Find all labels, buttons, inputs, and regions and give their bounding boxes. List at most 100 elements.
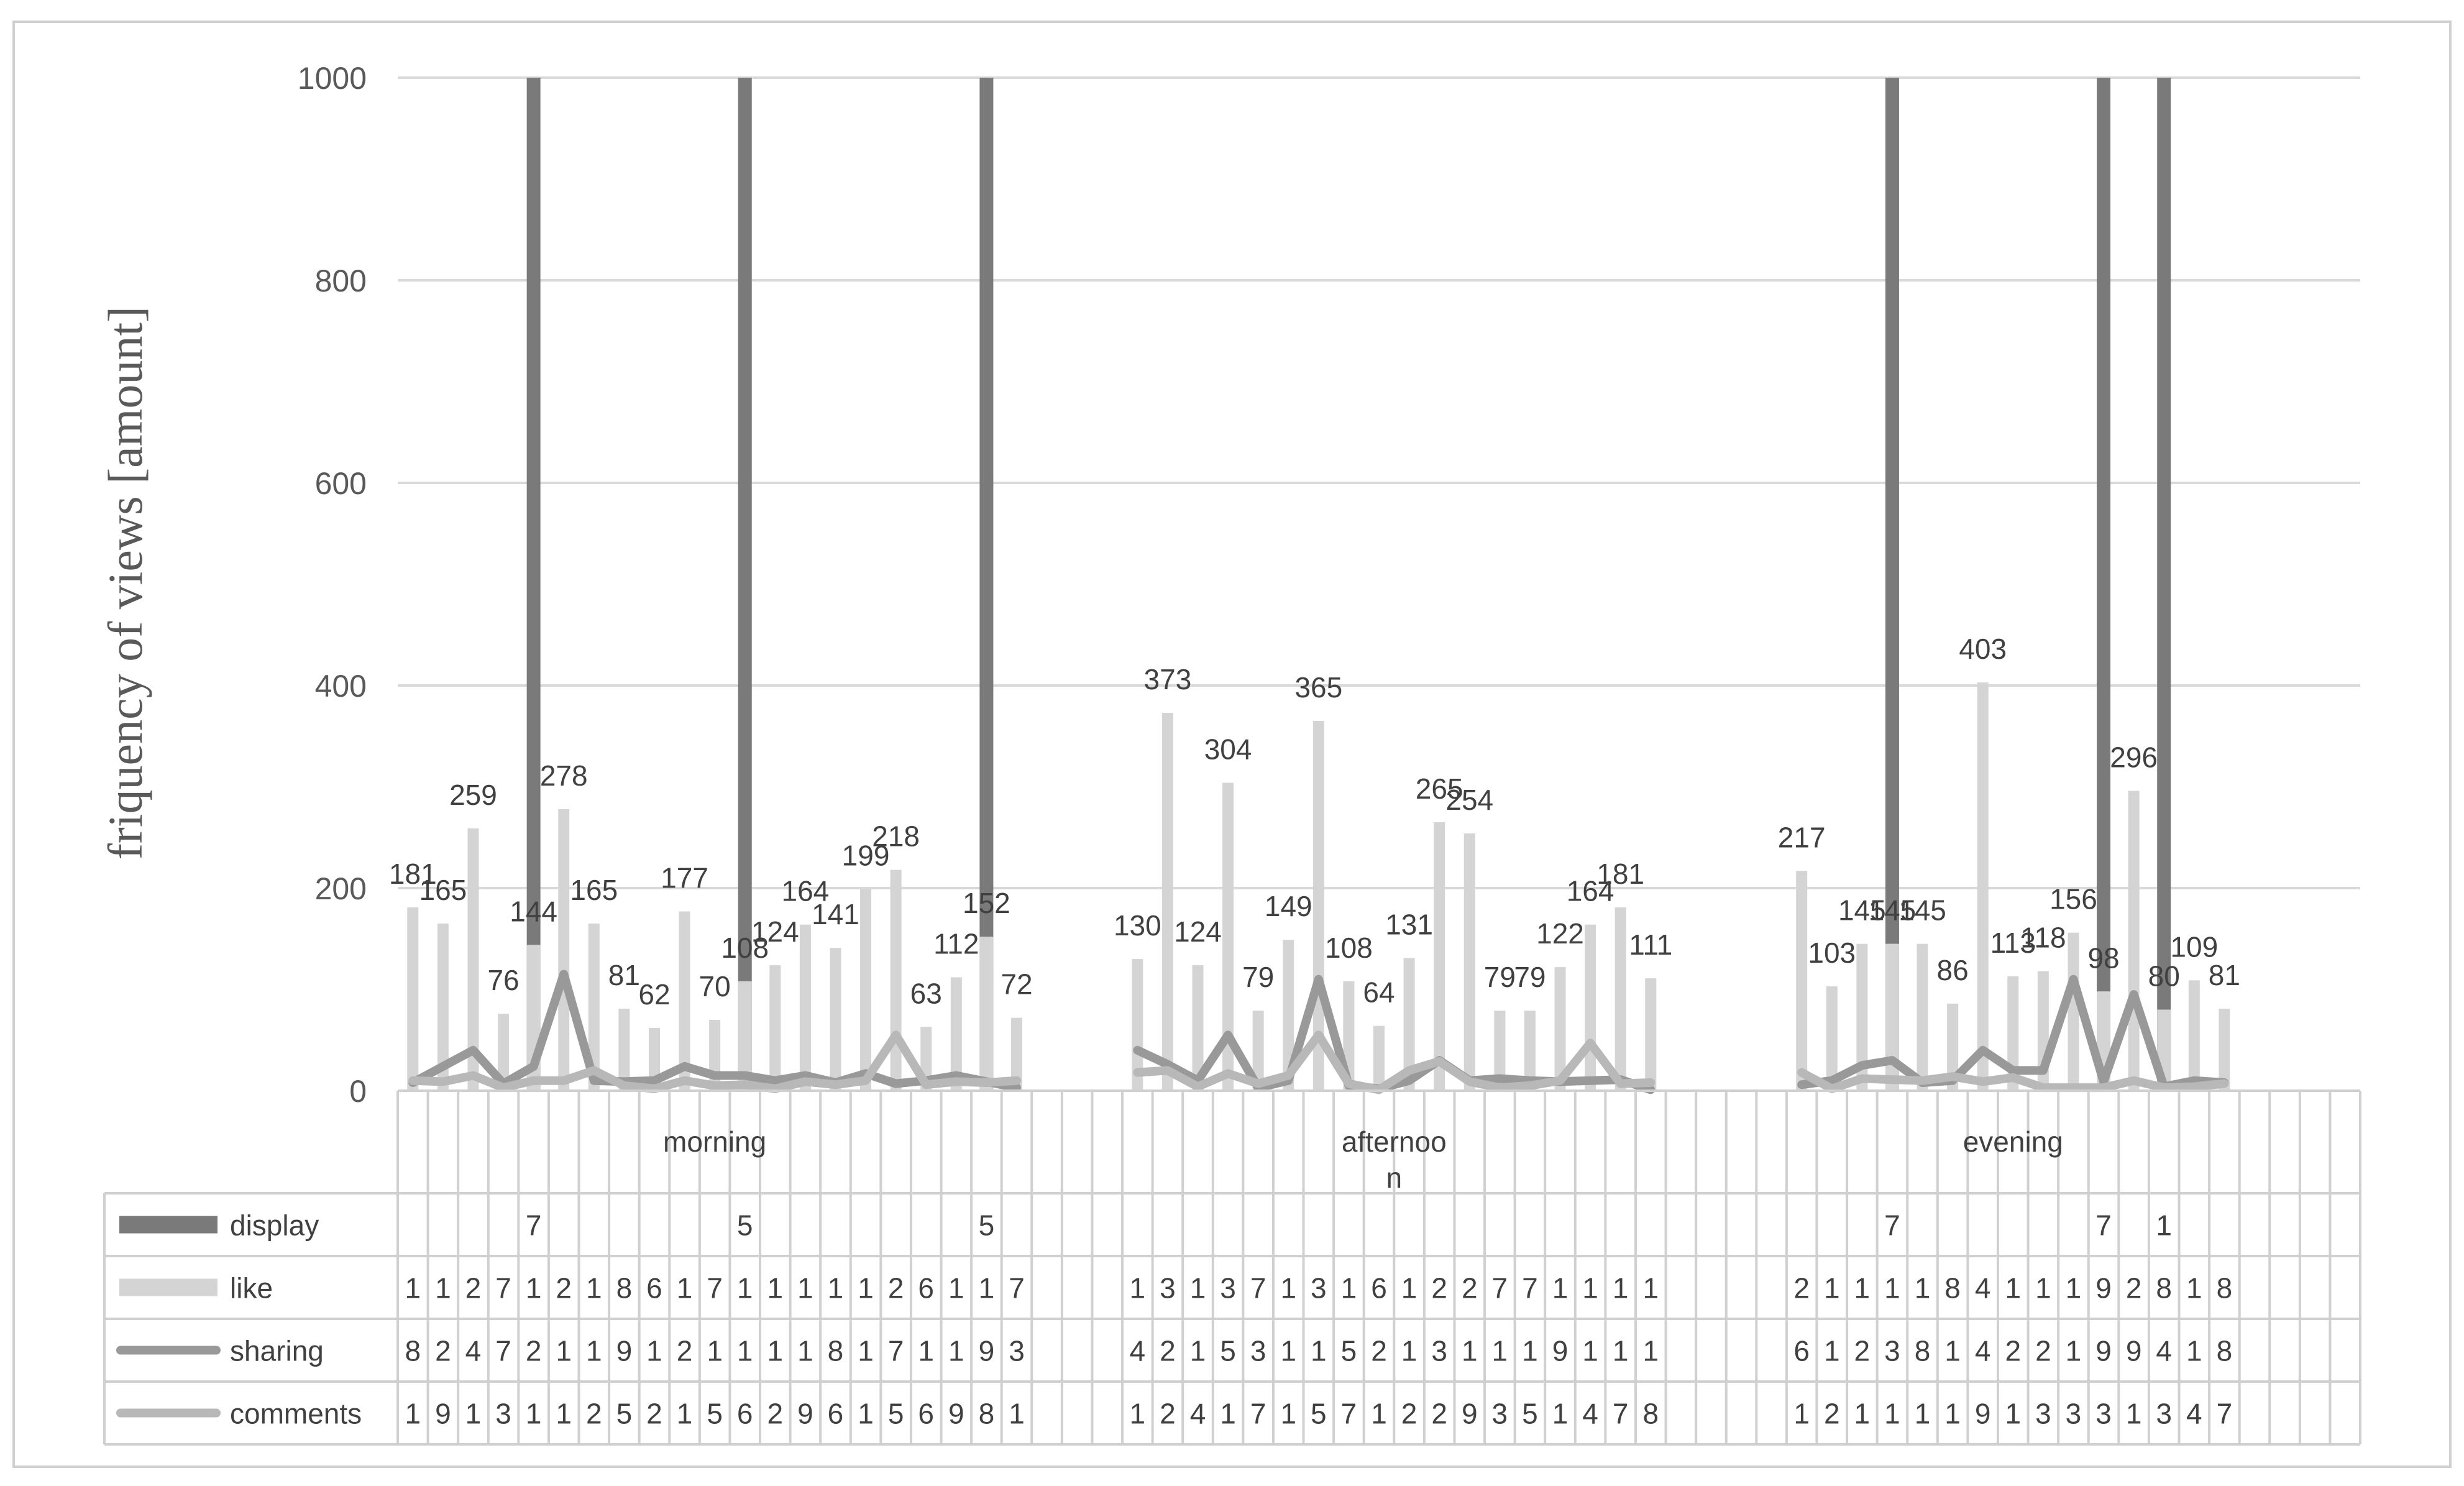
table-cell-sharing-3: 7 [495,1335,511,1367]
bar-like-36 [1494,1011,1506,1091]
data-label-like-17: 63 [910,977,942,1009]
table-cell-comments-51: 1 [1944,1398,1961,1430]
bar-like-28 [1252,1011,1264,1091]
table-cell-like-52: 4 [1975,1272,1991,1305]
table-cell-sharing-17: 1 [918,1335,934,1367]
table-cell-sharing-24: 4 [1130,1335,1146,1367]
data-label-like-52: 403 [1959,633,2007,665]
table-cell-comments-36: 3 [1492,1398,1508,1430]
table-cell-like-27: 3 [1220,1272,1236,1305]
bar-like-59 [2188,980,2200,1091]
bar-like-46 [1796,871,1808,1091]
table-cell-sharing-11: 1 [737,1335,753,1367]
line-comments-segment-2 [1797,1068,2229,1093]
table-cell-like-50: 1 [1915,1272,1931,1305]
y-tick-label-400: 400 [315,669,367,704]
table-cell-comments-8: 2 [646,1398,662,1430]
table-cell-sharing-27: 5 [1220,1335,1236,1367]
table-cell-comments-30: 5 [1311,1398,1327,1430]
bar-like-52 [1977,682,1989,1091]
data-label-like-3: 76 [487,964,519,996]
data-label-like-31: 108 [1325,932,1373,964]
table-cell-comments-47: 2 [1824,1398,1840,1430]
table-cell-comments-9: 1 [677,1398,693,1430]
table-cell-like-41: 1 [1642,1272,1659,1305]
data-label-like-13: 164 [782,875,830,907]
table-cell-comments-56: 3 [2095,1398,2112,1430]
bar-display-58 [2157,78,2171,1091]
table-cell-like-46: 2 [1793,1272,1810,1305]
data-label-like-38: 122 [1536,917,1584,950]
table-cell-comments-48: 1 [1854,1398,1871,1430]
table-cell-sharing-0: 8 [405,1335,421,1367]
table-cell-like-28: 7 [1250,1272,1266,1305]
line-sharing-segment-0 [408,970,1021,1093]
bar-display-56 [2097,78,2111,1091]
data-label-like-2: 259 [449,779,497,811]
data-label-like-57: 296 [2110,741,2158,774]
data-label-like-35: 254 [1445,784,1493,816]
table-cell-comments-26: 4 [1190,1398,1206,1430]
table-cell-like-12: 1 [767,1272,784,1305]
table-cell-sharing-47: 1 [1824,1335,1840,1367]
table-cell-sharing-41: 1 [1642,1335,1659,1367]
table-cell-sharing-52: 4 [1975,1335,1991,1367]
data-label-like-33: 131 [1385,908,1433,940]
table-cell-sharing-58: 4 [2156,1335,2172,1367]
table-cell-sharing-16: 7 [888,1335,904,1367]
table-cell-sharing-37: 1 [1522,1335,1538,1367]
table-cell-display-19: 5 [979,1209,995,1242]
data-label-like-24: 130 [1114,909,1161,942]
data-label-like-25: 373 [1144,663,1192,695]
data-label-like-30: 365 [1294,671,1342,704]
bar-like-overlay-11 [738,981,752,1091]
table-cell-like-26: 1 [1190,1272,1206,1305]
table-cell-like-33: 1 [1401,1272,1417,1305]
table-cell-comments-59: 4 [2186,1398,2202,1430]
data-label-like-48: 145 [1838,894,1886,927]
bar-like-7 [618,1008,630,1091]
table-cell-sharing-54: 2 [2035,1335,2051,1367]
table-cell-comments-38: 1 [1552,1398,1569,1430]
bar-like-13 [799,924,811,1091]
table-cell-sharing-4: 2 [526,1335,542,1367]
data-label-like-46: 217 [1778,821,1826,853]
bar-like-51 [1947,1003,1959,1091]
bar-like-6 [588,924,600,1091]
table-cell-display-11: 5 [737,1209,753,1242]
table-cell-comments-13: 9 [797,1398,813,1430]
legend-key-like [119,1278,218,1296]
category-label-1-line-0: afternoo [1342,1126,1447,1158]
table-cell-sharing-31: 5 [1341,1335,1357,1367]
bar-like-3 [498,1014,510,1091]
table-cell-sharing-50: 8 [1915,1335,1931,1367]
table-cell-comments-3: 3 [495,1398,511,1430]
table-cell-like-59: 1 [2186,1272,2202,1305]
data-label-like-10: 70 [699,970,731,1002]
bar-like-48 [1856,943,1868,1091]
table-cell-like-15: 1 [858,1272,874,1305]
bar-like-34 [1434,822,1445,1091]
table-cell-like-14: 1 [828,1272,844,1305]
data-label-like-11: 108 [721,932,769,964]
table-cell-like-56: 9 [2095,1272,2112,1305]
y-tick-labels: 0 200 400 600 800 1000 [298,61,367,1109]
table-cell-like-36: 7 [1492,1272,1508,1305]
table-cell-sharing-60: 8 [2217,1335,2233,1367]
table-cell-like-40: 1 [1613,1272,1629,1305]
table-cell-comments-5: 1 [556,1398,572,1430]
table-cell-sharing-13: 1 [797,1335,813,1367]
table-cell-sharing-56: 9 [2095,1335,2112,1367]
table-cell-like-53: 1 [2005,1272,2021,1305]
data-label-like-27: 304 [1204,733,1252,765]
data-label-like-20: 72 [1001,968,1032,1001]
table-cell-like-7: 8 [616,1272,633,1305]
table-cell-comments-19: 8 [979,1398,995,1430]
table-cell-like-16: 2 [888,1272,904,1305]
table-cell-comments-15: 1 [858,1398,874,1430]
bar-like-24 [1132,959,1143,1091]
table-cell-like-37: 7 [1522,1272,1538,1305]
table-cell-sharing-15: 1 [858,1335,874,1367]
